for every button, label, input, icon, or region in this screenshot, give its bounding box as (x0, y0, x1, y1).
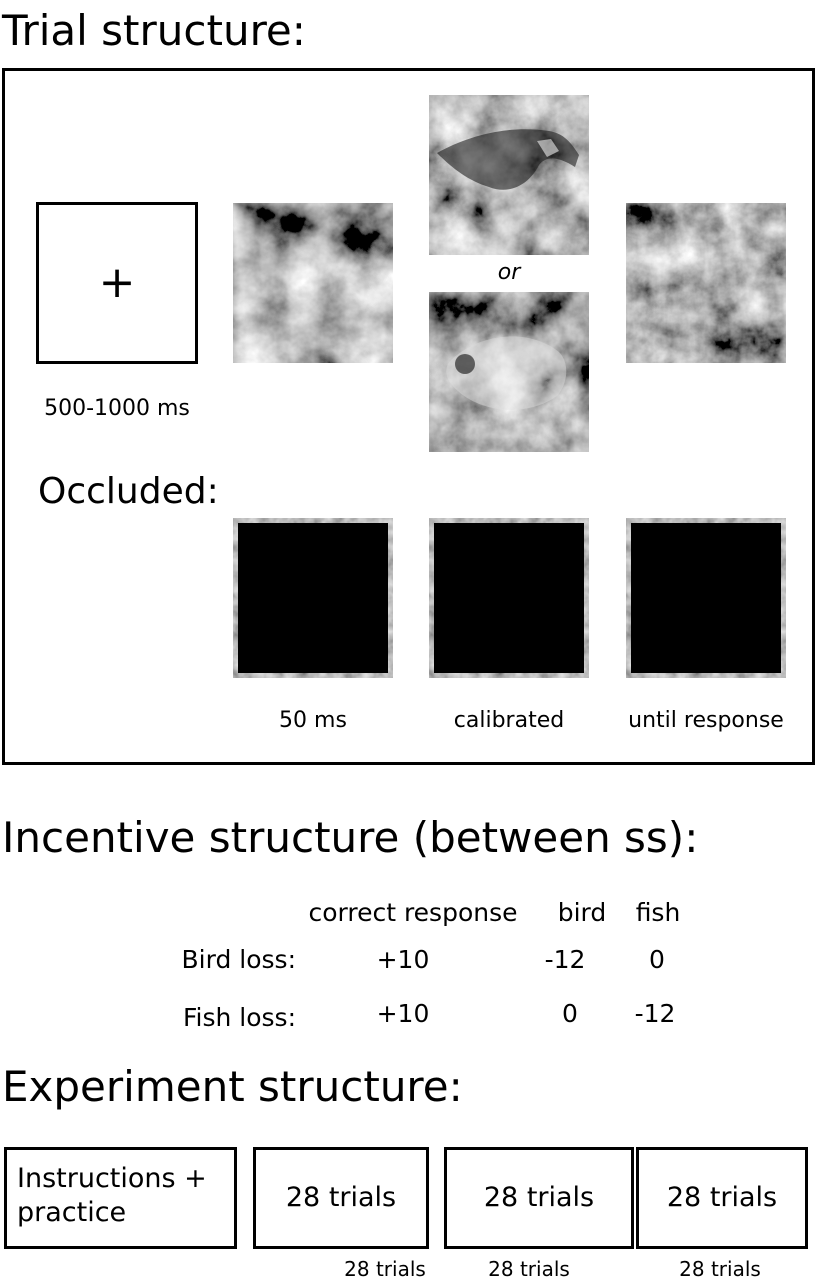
practice-line: practice (17, 1196, 127, 1228)
block-2-label: 28 trials (483, 1182, 595, 1214)
instructions-practice-box: Instructions + practice (4, 1147, 237, 1249)
stimulus-image-fish (429, 292, 589, 452)
block-1-label: 28 trials (285, 1182, 397, 1214)
block-3-trial-count: 28 trials (679, 1257, 761, 1281)
row-label-fish-loss: Fish loss: (182, 1003, 296, 1032)
cell-fish-loss-bird: 0 (562, 999, 578, 1028)
header-fish: fish (635, 898, 681, 927)
duration-label-until-response: until response (628, 708, 784, 733)
stimulus-image-bird (429, 95, 589, 255)
block-1-trial-count: 28 trials (344, 1257, 426, 1281)
occluded-image-2 (429, 518, 589, 678)
or-label: or (497, 260, 521, 285)
row-label-bird-loss: Bird loss: (181, 945, 296, 974)
fixation-duration-label: 500-1000 ms (44, 396, 190, 421)
cell-bird-loss-bird: -12 (544, 945, 586, 974)
experiment-structure-title: Experiment structure: (2, 1062, 463, 1111)
trial-frame (2, 68, 815, 765)
duration-label-50ms: 50 ms (279, 708, 347, 733)
header-bird: bird (557, 898, 607, 927)
incentive-structure-title: Incentive structure (between ss): (2, 813, 699, 862)
fixation-box: + (36, 202, 198, 364)
block-3-label: 28 trials (666, 1182, 778, 1214)
cell-bird-loss-fish: 0 (649, 945, 665, 974)
header-correct-response: correct response (308, 898, 518, 927)
instructions-line: Instructions + (17, 1163, 207, 1194)
noise-image-mask-post (626, 203, 786, 363)
block-box-1: 28 trials (253, 1147, 429, 1249)
trial-structure-title: Trial structure: (2, 6, 306, 55)
occluded-image-1 (233, 518, 393, 678)
cell-fish-loss-correct: +10 (376, 999, 430, 1028)
cell-bird-loss-correct: +10 (376, 945, 430, 974)
noise-image-mask (233, 203, 393, 363)
duration-label-calibrated: calibrated (453, 708, 565, 733)
block-box-3: 28 trials (636, 1147, 808, 1249)
cell-fish-loss-fish: -12 (634, 999, 676, 1028)
occluded-label: Occluded: (38, 471, 219, 512)
block-2-trial-count: 28 trials (488, 1257, 570, 1281)
fixation-cross: + (98, 257, 136, 308)
block-box-2: 28 trials (444, 1147, 634, 1249)
occluded-image-3 (626, 518, 786, 678)
